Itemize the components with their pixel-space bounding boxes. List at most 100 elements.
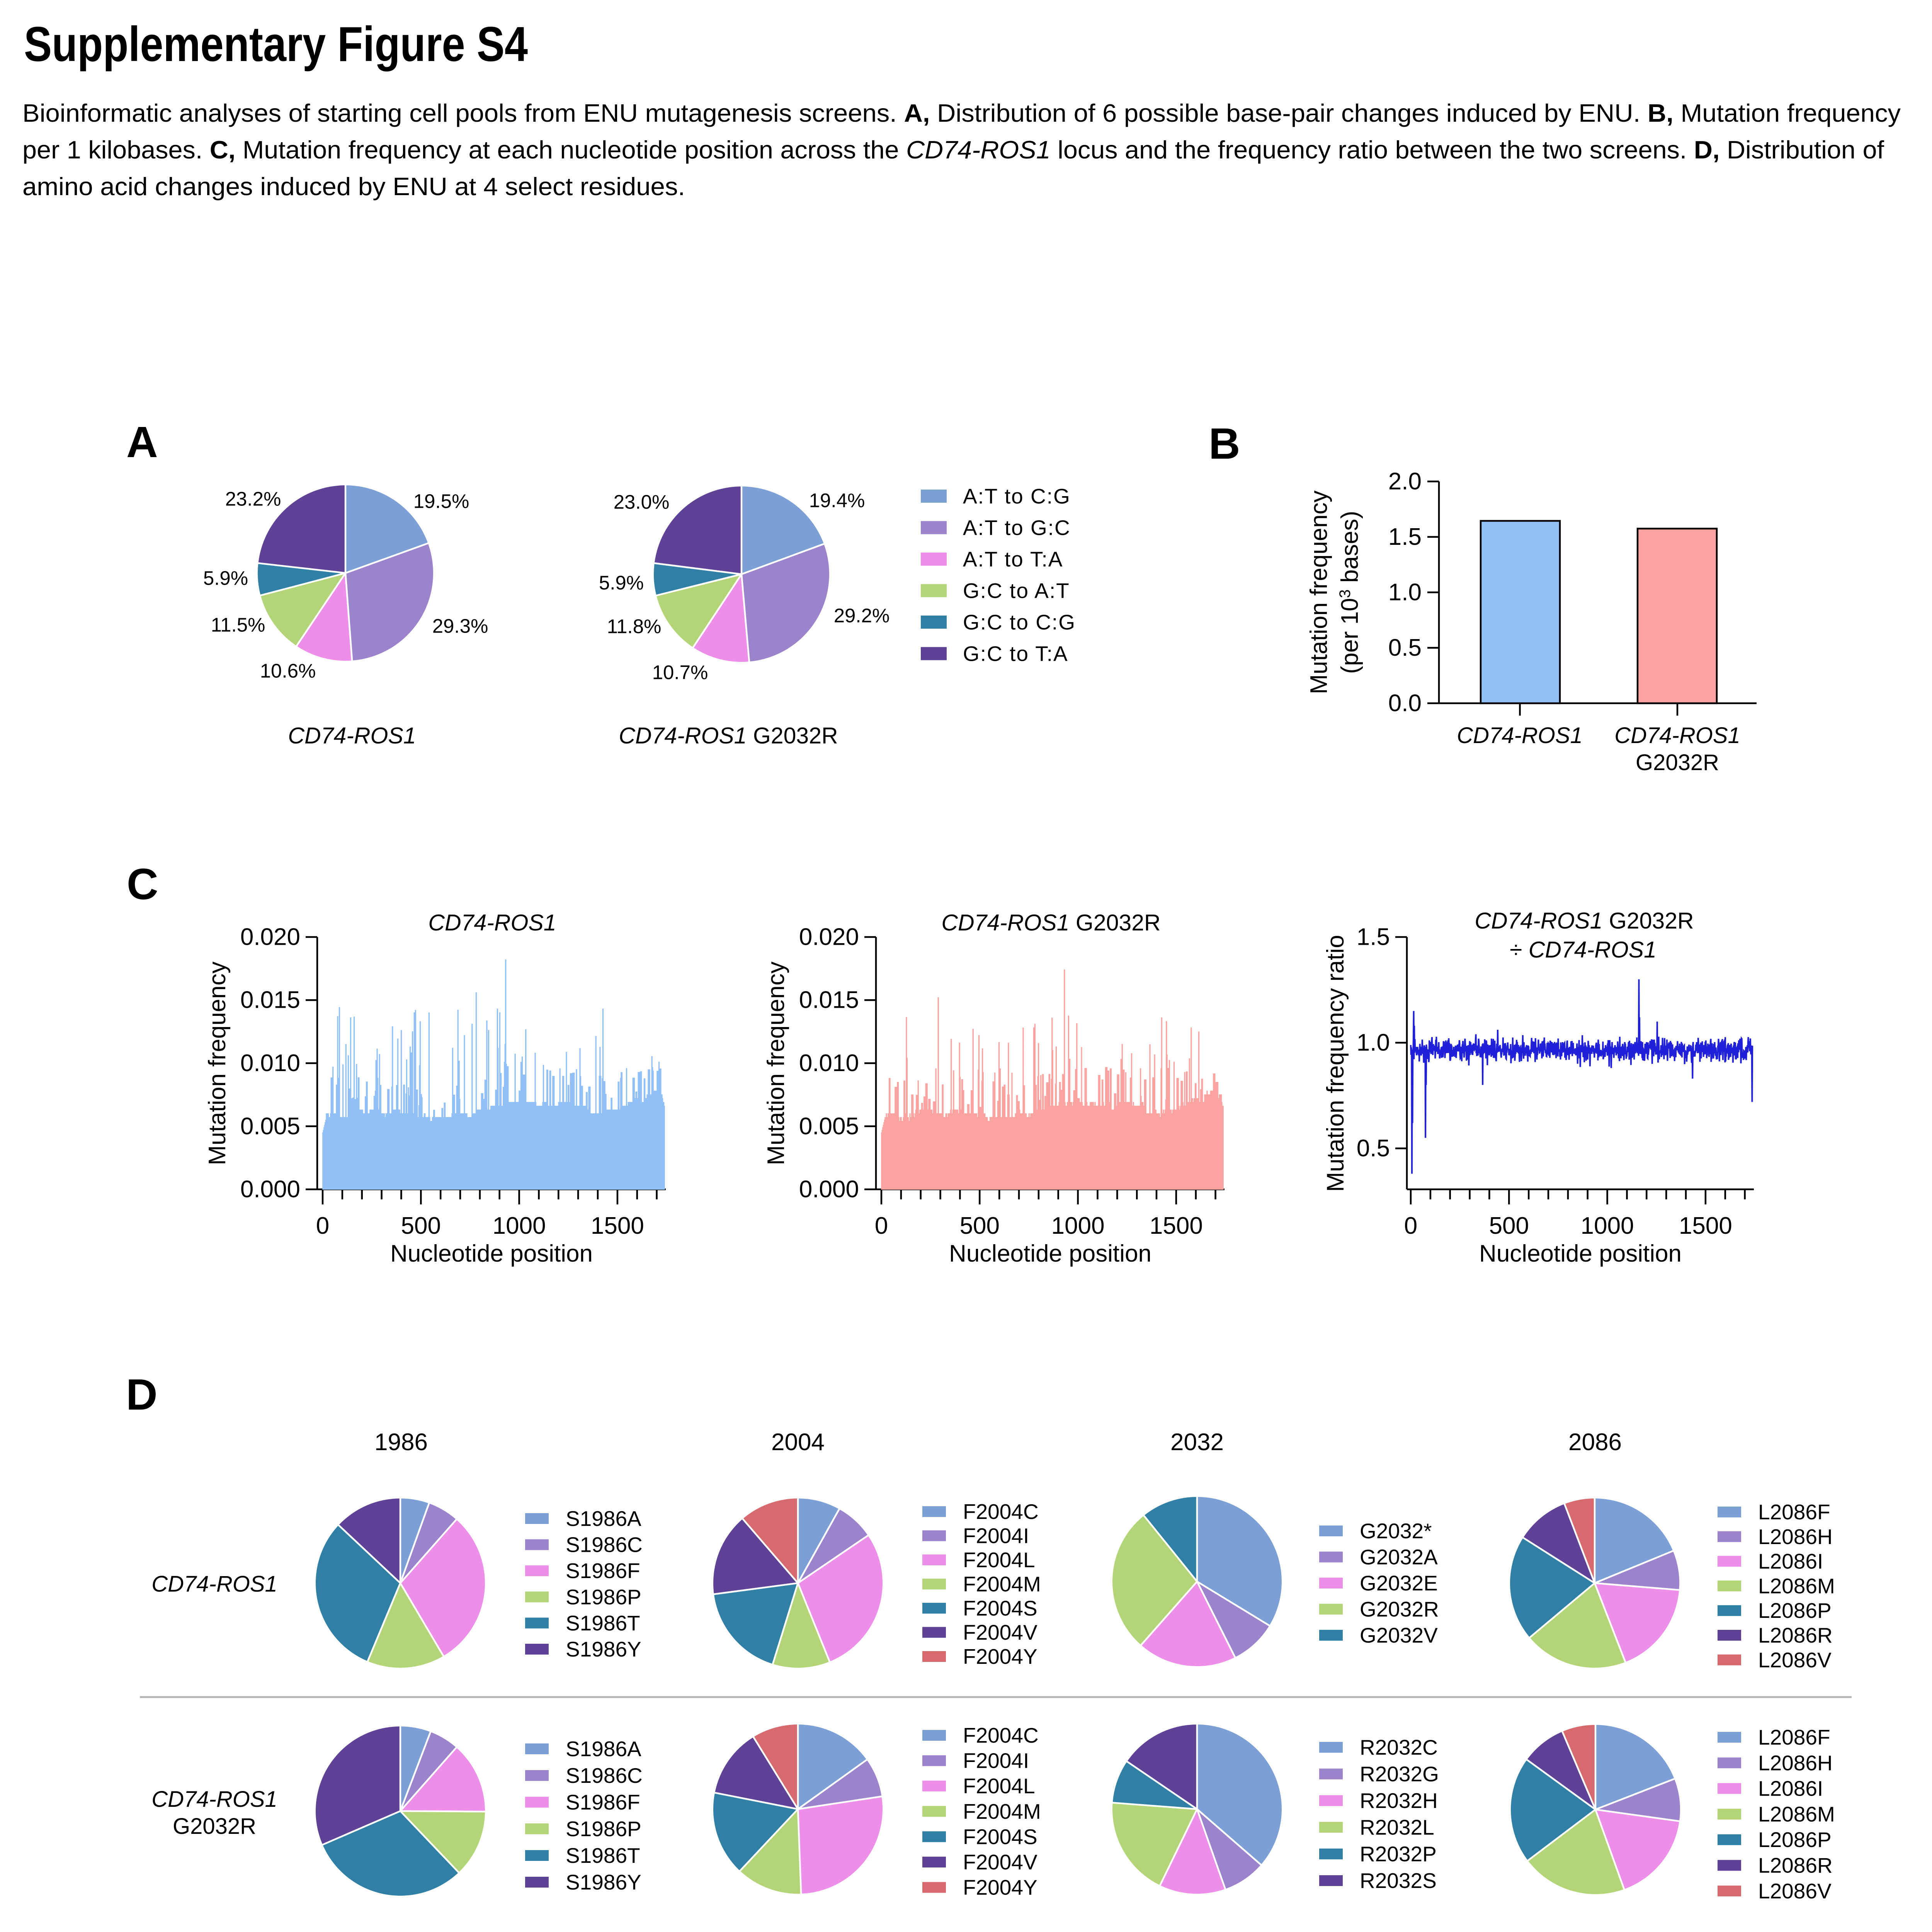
svg-text:11.5%: 11.5% [211, 614, 265, 636]
svg-text:0.015: 0.015 [240, 987, 300, 1014]
svg-text:L2086M: L2086M [1758, 1802, 1835, 1826]
svg-text:0.010: 0.010 [240, 1050, 300, 1077]
svg-text:A:T to C:G: A:T to C:G [963, 484, 1071, 508]
svg-text:F2004L: F2004L [963, 1774, 1035, 1798]
svg-text:S1986C: S1986C [566, 1533, 643, 1557]
svg-text:2.0: 2.0 [1388, 468, 1422, 495]
svg-text:CD74-ROS1: CD74-ROS1 [151, 1787, 277, 1812]
svg-text:D: D [126, 1370, 158, 1419]
svg-text:CD74-ROS1: CD74-ROS1 [428, 910, 556, 935]
svg-text:0.020: 0.020 [240, 924, 300, 951]
svg-text:G2032A: G2032A [1360, 1545, 1438, 1569]
svg-text:2032: 2032 [1170, 1429, 1224, 1456]
svg-text:1986: 1986 [374, 1429, 428, 1456]
svg-text:F2004C: F2004C [963, 1500, 1039, 1524]
svg-text:R2032P: R2032P [1360, 1842, 1437, 1866]
svg-text:S1986T: S1986T [566, 1611, 640, 1635]
svg-text:CD74-ROS1: CD74-ROS1 [1614, 723, 1740, 748]
svg-text:10.7%: 10.7% [652, 662, 708, 684]
svg-text:23.2%: 23.2% [225, 488, 281, 510]
svg-text:F2004S: F2004S [963, 1825, 1037, 1849]
svg-text:F2004M: F2004M [963, 1799, 1041, 1823]
svg-text:R2032C: R2032C [1360, 1735, 1438, 1759]
svg-text:19.4%: 19.4% [809, 490, 865, 512]
svg-text:A:T to T:A: A:T to T:A [963, 547, 1063, 571]
svg-text:S1986T: S1986T [566, 1844, 640, 1867]
svg-text:C: C [127, 860, 158, 908]
svg-text:F2004I: F2004I [963, 1524, 1029, 1548]
svg-text:L2086V: L2086V [1758, 1879, 1832, 1903]
svg-text:S1986P: S1986P [566, 1817, 641, 1841]
svg-text:0.020: 0.020 [799, 924, 859, 951]
svg-text:amino acid changes induced by: amino acid changes induced by ENU at 4 s… [22, 172, 685, 201]
svg-text:Mutation frequency: Mutation frequency [204, 961, 231, 1165]
svg-text:1.0: 1.0 [1388, 579, 1422, 606]
svg-text:F2004V: F2004V [963, 1850, 1037, 1874]
svg-text:1500: 1500 [591, 1213, 644, 1239]
svg-text:2004: 2004 [771, 1429, 825, 1456]
svg-text:Nucleotide position: Nucleotide position [1479, 1240, 1682, 1267]
svg-text:1000: 1000 [493, 1213, 546, 1239]
svg-text:G2032R: G2032R [173, 1814, 256, 1839]
svg-text:G2032*: G2032* [1360, 1519, 1432, 1543]
svg-text:29.3%: 29.3% [432, 615, 488, 637]
svg-text:S1986F: S1986F [566, 1790, 640, 1814]
svg-text:5.9%: 5.9% [203, 567, 248, 589]
svg-text:Nucleotide position: Nucleotide position [390, 1240, 593, 1267]
svg-text:F2004M: F2004M [963, 1572, 1041, 1596]
svg-text:5.9%: 5.9% [599, 572, 644, 594]
svg-text:S1986A: S1986A [566, 1507, 641, 1531]
svg-text:S1986P: S1986P [566, 1585, 641, 1609]
svg-text:L2086F: L2086F [1758, 1725, 1830, 1749]
svg-text:S1986C: S1986C [566, 1764, 643, 1787]
svg-text:G:C to C:G: G:C to C:G [963, 610, 1076, 634]
svg-text:Mutation frequency ratio: Mutation frequency ratio [1322, 935, 1349, 1192]
svg-text:500: 500 [960, 1213, 1000, 1239]
svg-text:L2086I: L2086I [1758, 1777, 1823, 1801]
svg-text:R2032G: R2032G [1360, 1762, 1439, 1786]
svg-text:G:C to T:A: G:C to T:A [963, 642, 1068, 666]
svg-text:0.005: 0.005 [799, 1113, 859, 1139]
svg-text:L2086F: L2086F [1758, 1500, 1830, 1524]
svg-text:F2004C: F2004C [963, 1723, 1039, 1747]
svg-text:1500: 1500 [1150, 1213, 1203, 1239]
svg-text:L2086I: L2086I [1758, 1549, 1823, 1573]
svg-text:CD74-ROS1 G2032R: CD74-ROS1 G2032R [941, 910, 1160, 935]
svg-text:Mutation frequency: Mutation frequency [1306, 490, 1332, 694]
svg-text:CD74-ROS1 G2032R: CD74-ROS1 G2032R [1475, 908, 1694, 934]
svg-text:B: B [1209, 419, 1240, 468]
svg-text:500: 500 [401, 1213, 441, 1239]
svg-text:L2086H: L2086H [1758, 1751, 1833, 1775]
svg-text:Supplementary Figure S4: Supplementary Figure S4 [24, 17, 528, 71]
svg-text:0.000: 0.000 [240, 1176, 300, 1203]
svg-text:L2086R: L2086R [1758, 1854, 1833, 1878]
svg-text:S1986A: S1986A [566, 1737, 641, 1761]
svg-text:F2004V: F2004V [963, 1621, 1037, 1645]
svg-text:F2004S: F2004S [963, 1596, 1037, 1620]
svg-text:1500: 1500 [1679, 1213, 1732, 1239]
svg-text:0.010: 0.010 [799, 1050, 859, 1077]
svg-text:L2086P: L2086P [1758, 1599, 1832, 1622]
svg-text:A: A [126, 418, 158, 466]
svg-text:Nucleotide position: Nucleotide position [949, 1240, 1151, 1267]
svg-text:0.000: 0.000 [799, 1176, 859, 1203]
svg-text:500: 500 [1489, 1213, 1529, 1239]
svg-text:0.0: 0.0 [1388, 690, 1422, 717]
svg-text:10.6%: 10.6% [260, 660, 316, 682]
svg-text:L2086R: L2086R [1758, 1623, 1833, 1647]
svg-text:1.0: 1.0 [1357, 1029, 1390, 1056]
svg-text:CD74-ROS1: CD74-ROS1 [288, 723, 416, 748]
svg-text:S1986Y: S1986Y [566, 1870, 641, 1894]
svg-text:0: 0 [875, 1213, 888, 1239]
svg-text:G2032V: G2032V [1360, 1623, 1438, 1647]
svg-text:÷ CD74-ROS1: ÷ CD74-ROS1 [1510, 937, 1656, 963]
svg-text:CD74-ROS1: CD74-ROS1 [1457, 723, 1583, 748]
svg-text:per 1 kilobases. C, Mutation f: per 1 kilobases. C, Mutation frequency a… [22, 136, 1884, 164]
svg-text:1000: 1000 [1581, 1213, 1634, 1239]
svg-text:R2032H: R2032H [1360, 1789, 1438, 1813]
svg-text:1.5: 1.5 [1388, 524, 1422, 550]
svg-text:A:T to G:C: A:T to G:C [963, 516, 1071, 540]
svg-text:0: 0 [316, 1213, 329, 1239]
svg-text:S1986Y: S1986Y [566, 1637, 641, 1661]
svg-text:0.5: 0.5 [1357, 1135, 1390, 1162]
